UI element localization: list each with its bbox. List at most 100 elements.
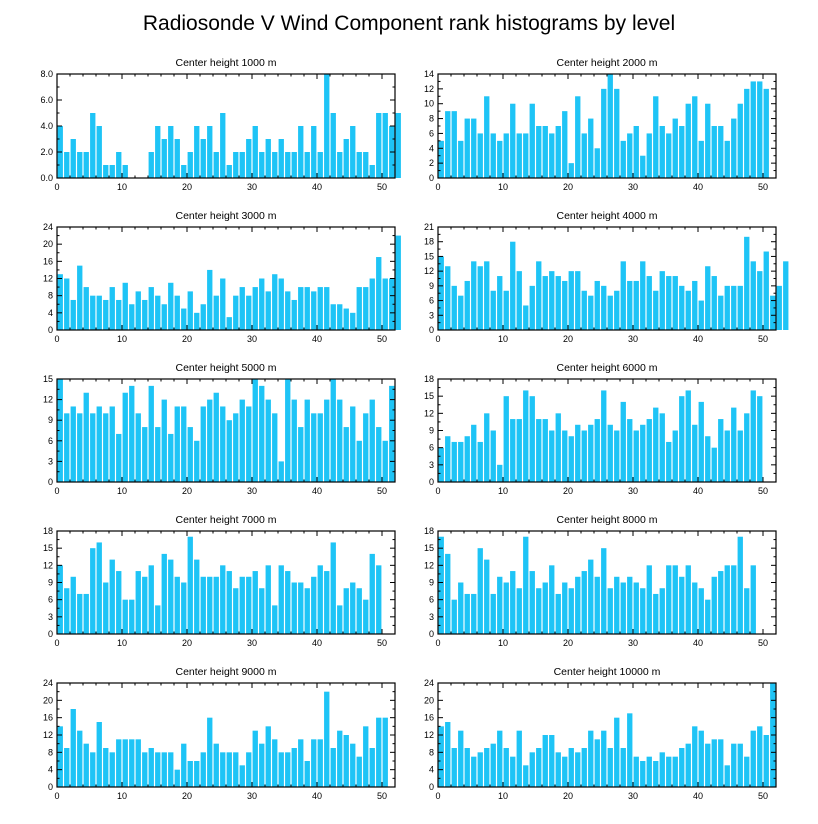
histogram-bar — [90, 548, 96, 634]
histogram-bar — [750, 261, 756, 330]
histogram-bar — [129, 304, 135, 330]
histogram-bar — [142, 752, 148, 787]
histogram-bar — [350, 312, 356, 330]
histogram-bar — [376, 427, 382, 482]
histogram-bar — [523, 390, 529, 482]
histogram-bar — [129, 599, 135, 634]
histogram-bar — [627, 713, 633, 787]
histogram-bar — [503, 396, 509, 482]
histogram-bar — [168, 126, 174, 178]
x-tick-label: 40 — [312, 182, 322, 192]
histogram-bar — [724, 430, 730, 482]
histogram-bar — [529, 571, 535, 634]
histogram-bar — [200, 406, 206, 482]
histogram-bar — [614, 576, 620, 634]
histogram-bar — [562, 582, 568, 634]
histogram-panel-5: Center height 5000 m 0 10 20 30 40 50 0 3 6 9 12 15 — [43, 362, 396, 496]
histogram-bar — [148, 385, 154, 482]
histogram-bar — [445, 436, 451, 482]
histogram-bar — [77, 593, 83, 634]
histogram-bar — [382, 113, 388, 178]
histogram-bar — [103, 582, 109, 634]
y-tick-label: 0 — [48, 325, 53, 335]
histogram-bar — [783, 261, 789, 330]
histogram-bar — [122, 282, 128, 330]
histogram-bar — [168, 752, 174, 787]
histogram-bar — [369, 399, 375, 482]
histogram-bar — [477, 266, 483, 330]
y-tick-label: 0 — [48, 477, 53, 487]
histogram-bar — [265, 139, 271, 178]
histogram-bar — [451, 285, 457, 330]
panel-title: Center height 3000 m — [176, 210, 277, 222]
histogram-bar — [220, 113, 226, 178]
histogram-bar — [233, 295, 239, 330]
x-tick-label: 50 — [758, 486, 768, 496]
histogram-bar — [490, 290, 496, 330]
histogram-bar — [161, 139, 167, 178]
histogram-bar — [510, 103, 516, 178]
histogram-bar — [731, 118, 737, 178]
x-tick-label: 20 — [182, 486, 192, 496]
y-tick-label: 12 — [424, 560, 434, 570]
histogram-bar — [103, 165, 109, 178]
histogram-bar — [70, 709, 76, 787]
x-tick-label: 40 — [693, 791, 703, 801]
histogram-bar — [516, 133, 522, 178]
figure-title: Radiosonde V Wind Component rank histogr… — [143, 12, 675, 35]
histogram-bar — [382, 717, 388, 787]
histogram-bar — [129, 385, 135, 482]
histogram-bar — [490, 593, 496, 634]
histogram-bar — [70, 406, 76, 482]
histogram-bar — [692, 96, 698, 178]
histogram-bar — [588, 295, 594, 330]
histogram-bar — [471, 756, 477, 787]
histogram-bar — [142, 576, 148, 634]
histogram-bar — [594, 148, 600, 178]
histogram-bar — [737, 103, 743, 178]
histogram-bar — [239, 287, 245, 330]
histogram-bar — [103, 748, 109, 787]
x-tick-label: 50 — [377, 486, 387, 496]
histogram-bar — [181, 406, 187, 482]
histogram-bar — [246, 139, 252, 178]
x-tick-label: 30 — [628, 182, 638, 192]
histogram-bar — [291, 582, 297, 634]
histogram-bar — [252, 379, 258, 482]
y-tick-label: 3 — [48, 456, 53, 466]
histogram-bar — [200, 752, 206, 787]
histogram-bar — [181, 743, 187, 787]
histogram-bar — [510, 571, 516, 634]
histogram-bar — [575, 96, 581, 178]
x-tick-label: 20 — [563, 638, 573, 648]
histogram-bar — [627, 419, 633, 482]
histogram-bar — [116, 739, 122, 787]
histogram-bar — [272, 413, 278, 482]
histogram-bar — [711, 276, 717, 330]
histogram-bar — [168, 559, 174, 634]
histogram-bar — [510, 756, 516, 787]
histogram-bar — [363, 152, 369, 178]
histogram-bar — [194, 312, 200, 330]
histogram-bar — [575, 424, 581, 482]
histogram-bar — [471, 593, 477, 634]
histogram-bar — [285, 752, 291, 787]
histogram-bar — [464, 118, 470, 178]
histogram-bar — [711, 447, 717, 482]
histogram-bar — [659, 588, 665, 634]
histogram-bar — [555, 413, 561, 482]
histogram-bar — [337, 399, 343, 482]
histogram-bar — [464, 748, 470, 787]
histogram-bar — [484, 413, 490, 482]
x-tick-label: 30 — [628, 791, 638, 801]
histogram-bar — [672, 276, 678, 330]
histogram-bar — [343, 427, 349, 482]
histogram-bar — [503, 133, 509, 178]
histogram-bar — [369, 748, 375, 787]
x-tick-label: 0 — [435, 791, 440, 801]
y-tick-label: 10 — [424, 99, 434, 109]
histogram-bar — [311, 291, 317, 331]
histogram-bar — [510, 241, 516, 330]
histogram-bar — [246, 752, 252, 787]
